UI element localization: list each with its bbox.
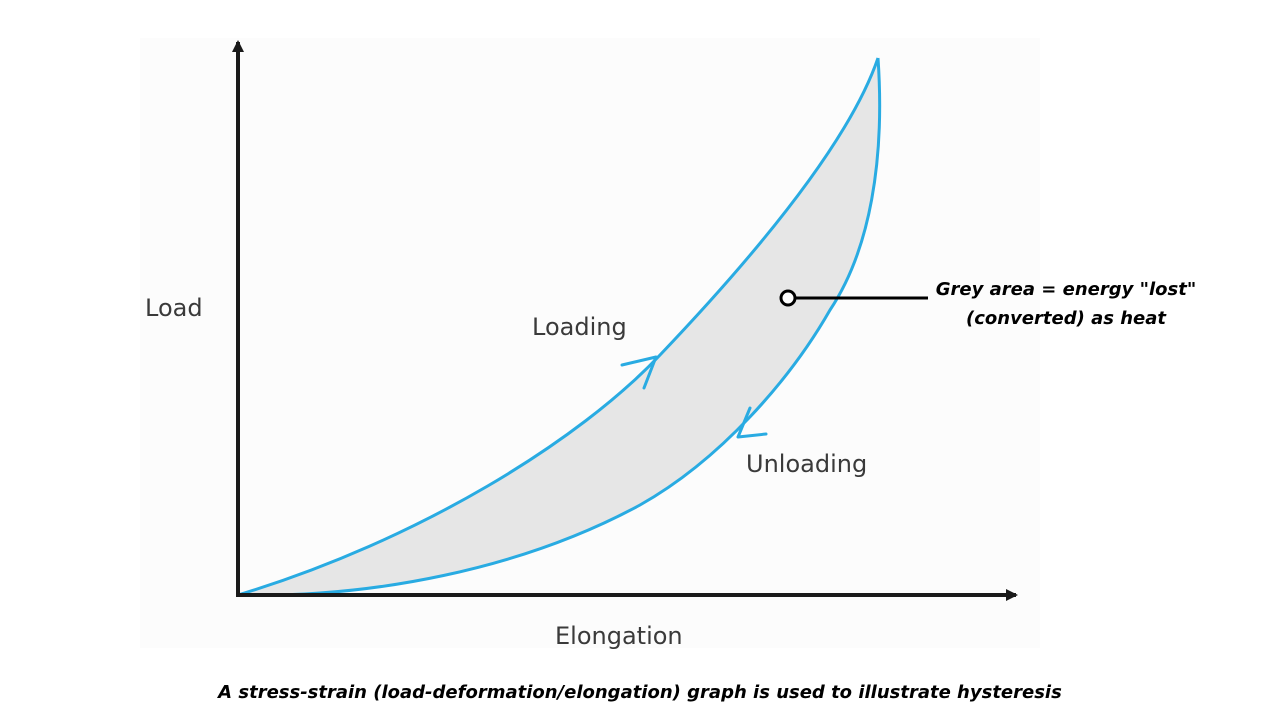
unloading-label: Unloading <box>746 450 867 478</box>
annotation-line-2: (converted) as heat <box>966 308 1167 329</box>
loading-label: Loading <box>532 313 627 341</box>
x-axis-label: Elongation <box>555 622 683 650</box>
figure-caption: A stress-strain (load-deformation/elonga… <box>218 682 1062 703</box>
plot-panel <box>140 38 1040 648</box>
y-axis-label: Load <box>145 294 203 322</box>
loading-direction-arrow <box>620 355 658 390</box>
unloading-curve <box>237 57 882 597</box>
unloading-direction-arrow <box>736 406 768 439</box>
annotation-line-1: Grey area = energy "lost" <box>936 279 1196 300</box>
annotation-pointer-dot <box>779 289 797 307</box>
energy-loss-area <box>238 58 880 596</box>
